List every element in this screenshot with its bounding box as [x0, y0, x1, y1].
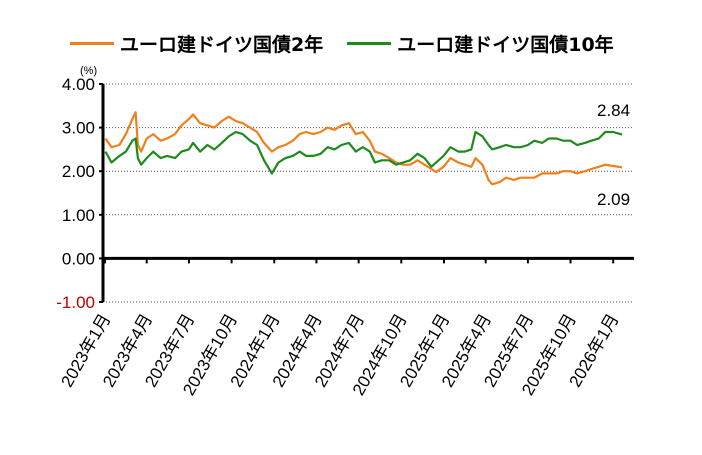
end-label-10y: 2.84 [597, 101, 630, 120]
y-tick-label: 1.00 [62, 206, 95, 225]
end-label-2y: 2.09 [597, 190, 630, 209]
axes [101, 84, 634, 302]
y-axis-ticks: 4.00 3.00 2.00 1.00 0.00 -1.00 [56, 75, 103, 312]
chart-legend: ユーロ建ドイツ国債2年 ユーロ建ドイツ国債10年 [70, 30, 638, 57]
y-tick-label: 0.00 [62, 249, 95, 268]
x-axis-tick-labels: 2023年1月2023年4月2023年7月2023年10月2024年1月2024… [57, 311, 622, 399]
legend-label-2y: ユーロ建ドイツ国債2年 [120, 34, 324, 56]
legend-swatch-10y [347, 42, 392, 45]
legend-swatch-2y [70, 42, 114, 45]
y-tick-label: 3.00 [62, 119, 95, 138]
series-line-2y [104, 111, 623, 186]
legend-label-10y: ユーロ建ドイツ国債10年 [397, 34, 614, 56]
grid-lines [103, 83, 634, 303]
y-unit-label: (%) [80, 65, 97, 77]
end-value-labels: 2.09 2.84 [597, 101, 630, 209]
y-tick-label: -1.00 [56, 293, 95, 312]
y-tick-label: 2.00 [62, 162, 95, 181]
y-tick-label: 4.00 [62, 75, 95, 94]
legend-item-2y: ユーロ建ドイツ国債2年 [70, 30, 323, 57]
legend-item-10y: ユーロ建ドイツ国債10年 [347, 30, 614, 57]
series-line-10y [104, 130, 623, 175]
series-lines [104, 111, 623, 186]
